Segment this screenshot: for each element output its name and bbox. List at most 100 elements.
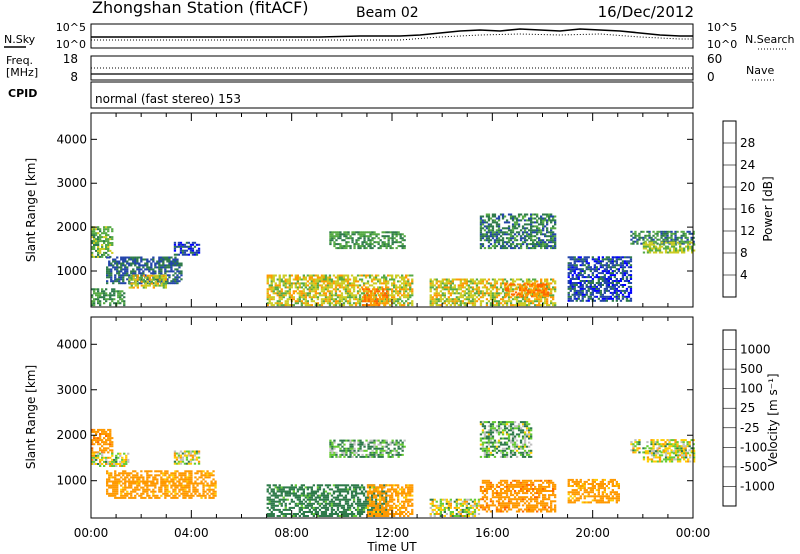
data-cell-13 bbox=[691, 251, 694, 254]
colorbar-tick-label: 16 bbox=[740, 202, 755, 216]
data-cell-4 bbox=[368, 513, 372, 515]
data-cell-5 bbox=[411, 280, 414, 283]
data-cell-8 bbox=[479, 290, 483, 293]
data-cell-2 bbox=[112, 476, 115, 479]
data-cell-5 bbox=[389, 294, 392, 297]
data-cell-4 bbox=[304, 500, 307, 503]
data-cell-8 bbox=[538, 298, 541, 301]
data-cell-4 bbox=[304, 494, 307, 497]
data-cell-9 bbox=[529, 285, 532, 288]
data-cell-11 bbox=[579, 289, 582, 292]
data-cell-4 bbox=[320, 506, 324, 509]
data-cell-11 bbox=[629, 285, 633, 288]
data-cell-3 bbox=[179, 450, 183, 453]
data-cell-5 bbox=[302, 288, 305, 291]
data-cell-5 bbox=[276, 302, 279, 305]
data-cell-2 bbox=[202, 486, 205, 489]
data-cell-8 bbox=[459, 284, 462, 287]
data-cell-4 bbox=[330, 504, 334, 507]
data-cell-11 bbox=[617, 285, 620, 288]
data-cell-5 bbox=[268, 288, 271, 291]
data-cell-4 bbox=[308, 500, 311, 503]
data-cell-13 bbox=[654, 251, 658, 254]
data-cell-10 bbox=[532, 217, 535, 220]
data-cell-5 bbox=[270, 282, 273, 285]
data-cell-10 bbox=[493, 235, 497, 238]
data-cell-10 bbox=[485, 231, 489, 234]
data-cell-4 bbox=[284, 498, 287, 501]
data-cell-10 bbox=[481, 237, 485, 240]
data-cell-10 bbox=[540, 215, 543, 218]
data-cell-10 bbox=[507, 221, 511, 224]
data-cell-5 bbox=[324, 286, 328, 289]
data-cell-11 bbox=[575, 282, 578, 284]
data-cell-9 bbox=[504, 283, 508, 286]
data-cell-7 bbox=[367, 239, 370, 242]
data-cell-3 bbox=[179, 462, 183, 465]
data-cell-4 bbox=[278, 508, 281, 511]
data-cell-12 bbox=[664, 236, 667, 239]
data-cell-5 bbox=[409, 282, 412, 285]
data-cell-4 bbox=[346, 498, 350, 501]
data-cell-5 bbox=[300, 278, 303, 281]
data-cell-1 bbox=[138, 272, 141, 275]
data-cell-10 bbox=[479, 223, 483, 226]
data-cell-13 bbox=[662, 243, 666, 246]
data-cell-8 bbox=[471, 300, 475, 303]
data-cell-9 bbox=[545, 287, 548, 290]
data-cell-8 bbox=[517, 278, 521, 281]
data-cell-10 bbox=[483, 229, 487, 232]
data-cell-8 bbox=[479, 304, 483, 307]
data-cell-4 bbox=[193, 253, 197, 256]
data-cell-13 bbox=[648, 241, 652, 244]
data-cell-7 bbox=[333, 237, 336, 240]
data-cell-13 bbox=[646, 245, 650, 248]
data-cell-2 bbox=[184, 478, 187, 481]
data-cell-3 bbox=[123, 304, 126, 307]
data-cell-2 bbox=[214, 480, 217, 483]
data-cell-0 bbox=[105, 236, 108, 239]
data-cell-6 bbox=[369, 302, 373, 305]
data-cell-4 bbox=[266, 496, 269, 499]
data-cell-2 bbox=[202, 478, 205, 481]
data-cell-1 bbox=[124, 272, 127, 275]
data-cell-5 bbox=[306, 292, 309, 295]
data-cell-5 bbox=[381, 276, 384, 279]
data-cell-1 bbox=[130, 256, 133, 259]
data-cell-8 bbox=[441, 278, 444, 281]
data-cell-5 bbox=[326, 276, 330, 279]
nave-label: Nave bbox=[746, 64, 774, 77]
data-cell-5 bbox=[314, 290, 317, 293]
data-cell-2 bbox=[156, 284, 159, 287]
data-cell-6 bbox=[386, 294, 389, 297]
data-cell-0 bbox=[103, 253, 106, 256]
data-cell-2 bbox=[118, 496, 121, 499]
data-cell-5 bbox=[358, 278, 362, 281]
data-cell-5 bbox=[348, 304, 352, 307]
data-cell-11 bbox=[629, 287, 633, 290]
data-cell-10 bbox=[489, 247, 493, 250]
data-cell-4 bbox=[336, 488, 340, 491]
data-cell-4 bbox=[280, 511, 283, 513]
data-cell-13 bbox=[648, 243, 652, 246]
data-cell-5 bbox=[302, 294, 305, 297]
data-cell-8 bbox=[477, 298, 481, 301]
data-cell-4 bbox=[370, 496, 374, 499]
data-cell-11 bbox=[607, 282, 610, 284]
data-cell-7 bbox=[365, 231, 368, 234]
data-cell-7 bbox=[373, 237, 376, 240]
data-cell-9 bbox=[537, 291, 540, 294]
data-cell-8 bbox=[509, 296, 513, 299]
data-cell-2 bbox=[188, 488, 191, 491]
data-cell-4 bbox=[282, 498, 285, 501]
data-cell-10 bbox=[525, 243, 529, 246]
data-cell-2 bbox=[108, 476, 111, 479]
data-cell-10 bbox=[552, 215, 555, 218]
data-cell-2 bbox=[212, 470, 215, 473]
data-cell-5 bbox=[302, 298, 305, 301]
data-cell-13 bbox=[646, 251, 650, 254]
data-cell-4 bbox=[372, 515, 376, 517]
data-cell-1 bbox=[136, 260, 139, 263]
data-cell-5 bbox=[288, 298, 291, 301]
data-cell-2 bbox=[174, 470, 177, 473]
